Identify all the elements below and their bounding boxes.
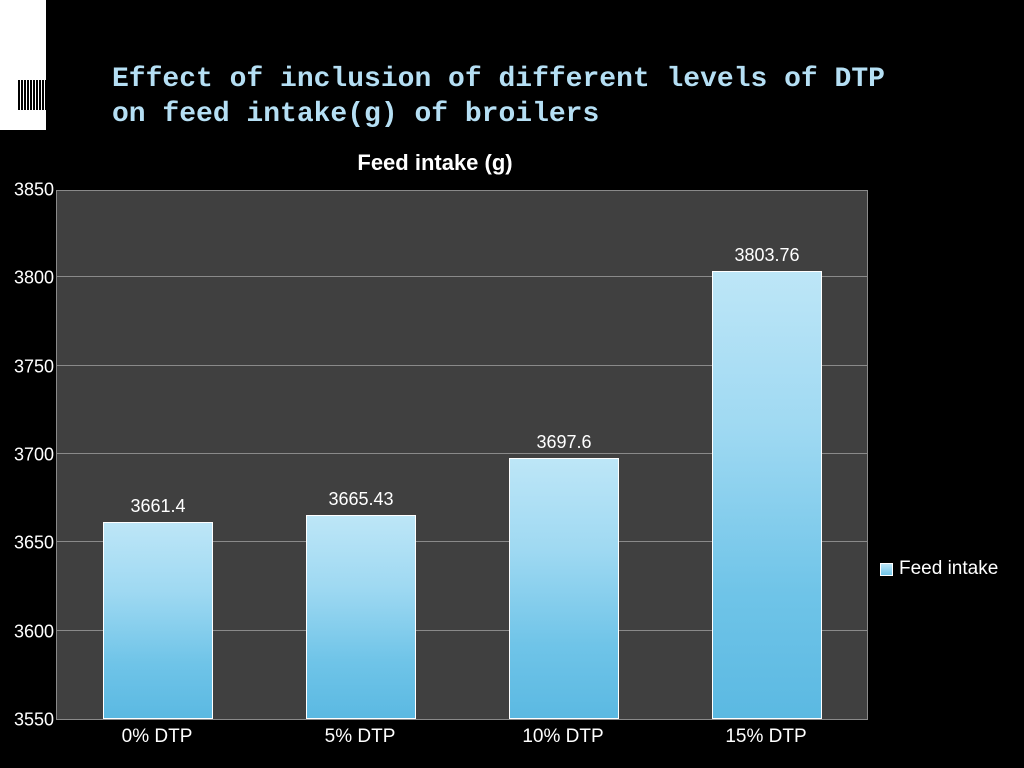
y-tick: 3750 <box>0 356 54 377</box>
x-axis: 0% DTP 5% DTP 10% DTP 15% DTP <box>56 726 868 756</box>
barcode-icon <box>18 80 46 110</box>
bar-10pct <box>509 458 619 719</box>
bar-value-label: 3665.43 <box>291 489 431 510</box>
chart: 3550 3600 3650 3700 3750 3800 3850 3661.… <box>0 184 1024 768</box>
y-tick: 3850 <box>0 180 54 201</box>
bars-group: 3661.4 3665.43 3697.6 3803.76 <box>57 191 867 719</box>
legend-swatch-icon <box>880 563 893 576</box>
x-label: 10% DTP <box>522 726 603 748</box>
side-tab <box>0 0 46 130</box>
x-label: 15% DTP <box>725 726 806 748</box>
y-tick: 3800 <box>0 268 54 289</box>
bar-value-label: 3803.76 <box>697 245 837 266</box>
legend: Feed intake <box>880 558 998 580</box>
chart-title: Feed intake (g) <box>0 150 870 176</box>
x-label: 0% DTP <box>122 726 193 748</box>
bar-value-label: 3697.6 <box>494 432 634 453</box>
bar-value-label: 3661.4 <box>88 496 228 517</box>
y-axis: 3550 3600 3650 3700 3750 3800 3850 <box>0 184 54 744</box>
legend-label: Feed intake <box>899 558 998 580</box>
y-tick: 3550 <box>0 710 54 731</box>
slide-title: Effect of inclusion of different levels … <box>112 62 932 132</box>
y-tick: 3600 <box>0 621 54 642</box>
bar-0pct <box>103 522 213 719</box>
bar-15pct <box>712 271 822 719</box>
bar-5pct <box>306 515 416 719</box>
plot-area: 3661.4 3665.43 3697.6 3803.76 <box>56 190 868 720</box>
x-label: 5% DTP <box>325 726 396 748</box>
y-tick: 3650 <box>0 533 54 554</box>
y-tick: 3700 <box>0 445 54 466</box>
